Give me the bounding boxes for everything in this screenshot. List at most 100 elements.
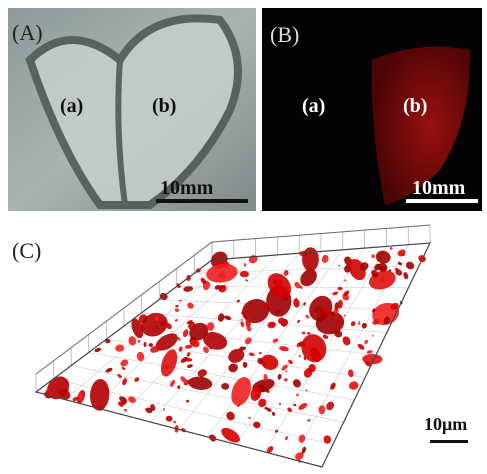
particle	[397, 261, 403, 266]
particle	[115, 344, 125, 353]
particle	[341, 335, 352, 347]
panel-label: (B)	[270, 22, 299, 47]
scale-label: 10mm	[160, 177, 214, 199]
particle	[187, 364, 194, 369]
particle	[186, 352, 191, 358]
particle	[358, 321, 360, 325]
particle	[175, 319, 179, 322]
particle	[245, 279, 249, 282]
particle	[361, 322, 368, 329]
particle	[325, 400, 336, 411]
particle	[121, 377, 128, 386]
scale-label: 10μm	[424, 414, 467, 434]
particle	[165, 415, 172, 422]
particle	[227, 362, 239, 374]
particle	[321, 254, 330, 264]
particle	[357, 343, 366, 351]
particle	[307, 332, 311, 335]
particle	[305, 314, 310, 319]
particle	[174, 308, 179, 313]
particle	[364, 339, 369, 344]
figure: (A) (a) (b) 10mm (B) (a) (b) 10mm (C) 10…	[0, 0, 487, 474]
scale-bar	[406, 199, 478, 203]
particle	[242, 362, 247, 369]
scale-bar	[430, 440, 468, 443]
particle	[284, 378, 288, 381]
particle	[105, 367, 113, 374]
region-label: (a)	[302, 95, 325, 117]
particle	[271, 411, 276, 416]
particle	[338, 265, 340, 266]
particle	[396, 248, 407, 258]
particle	[298, 434, 306, 444]
particle	[244, 263, 247, 267]
panel-label: (A)	[12, 20, 43, 45]
particle	[240, 321, 245, 328]
particle	[372, 334, 374, 337]
particle	[332, 291, 339, 296]
particle	[302, 247, 319, 271]
particle	[247, 254, 259, 265]
particle	[259, 352, 262, 354]
particles	[43, 247, 428, 464]
particle	[296, 393, 299, 396]
particle	[78, 392, 83, 401]
particle	[144, 342, 147, 347]
particle	[221, 383, 230, 390]
particle	[277, 374, 282, 380]
particle	[285, 436, 288, 441]
panel-label: (C)	[12, 238, 41, 263]
particle	[187, 375, 212, 391]
particle	[322, 334, 329, 340]
particle	[186, 399, 190, 403]
particle	[248, 417, 250, 419]
particle	[148, 343, 153, 348]
particle	[185, 358, 192, 362]
particle	[302, 331, 306, 334]
particle	[291, 378, 302, 389]
particle	[178, 346, 183, 352]
region-label: (b)	[403, 95, 427, 117]
region-label: (b)	[152, 95, 176, 117]
particle	[279, 402, 282, 405]
particle	[163, 408, 165, 411]
particle	[121, 366, 126, 370]
particle	[371, 254, 376, 259]
particle	[279, 345, 290, 352]
particle	[285, 370, 288, 372]
scale-bar	[156, 199, 248, 203]
volume-box	[36, 225, 430, 460]
particle	[297, 319, 301, 323]
region-label: (a)	[60, 95, 83, 117]
particle	[329, 382, 337, 391]
particle	[128, 335, 137, 346]
particle	[225, 410, 237, 422]
particle	[236, 299, 240, 303]
particle	[303, 302, 307, 306]
particle	[366, 349, 373, 354]
particle	[350, 320, 356, 327]
particle	[137, 340, 140, 343]
particle	[405, 260, 416, 271]
particle	[323, 435, 332, 445]
particle	[318, 405, 325, 414]
particle	[173, 420, 177, 424]
particle	[245, 318, 251, 328]
particle	[307, 419, 311, 422]
particle	[248, 352, 255, 356]
particle	[287, 359, 294, 365]
page: (A) (a) (b) 10mm (B) (a) (b) 10mm (C) 10…	[0, 0, 487, 474]
particle	[390, 247, 393, 251]
particle	[348, 380, 359, 390]
particle	[402, 271, 409, 279]
scale-label: 10mm	[412, 177, 466, 199]
particle	[43, 372, 74, 404]
particle	[205, 262, 239, 285]
particle	[240, 271, 249, 277]
particle	[299, 355, 302, 357]
particle	[348, 369, 355, 378]
particle	[186, 301, 195, 310]
particle	[217, 313, 225, 323]
particle	[286, 407, 293, 413]
particle	[297, 402, 308, 412]
